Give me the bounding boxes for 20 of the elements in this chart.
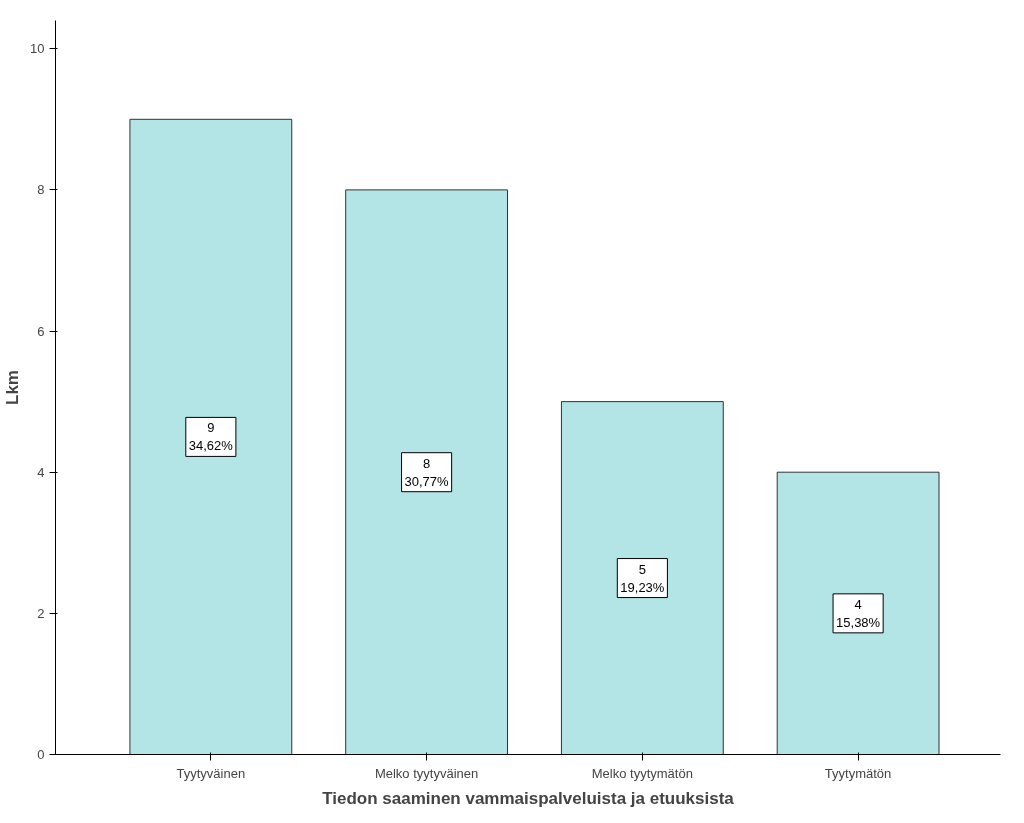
- y-tick-label: 10: [30, 41, 45, 57]
- x-tick-label: Tyytymätön: [824, 765, 892, 781]
- x-axis-title: Tiedon saaminen vammaispalveluista ja etuuksista: [322, 788, 735, 808]
- y-axis-title: Lkm: [3, 370, 23, 405]
- data-label: 8 30,77%: [404, 455, 450, 489]
- x-tick-label: Tyytyväinen: [176, 765, 246, 781]
- data-label: 4 15,38%: [836, 596, 881, 630]
- x-tick-label: Melko tyytyväinen: [374, 765, 479, 781]
- y-tick-label: 8: [37, 182, 45, 198]
- y-tick-label: 0: [37, 747, 45, 762]
- x-tick-label: Melko tyytymätön: [591, 765, 693, 781]
- data-label: 9 34,62%: [188, 420, 234, 454]
- bar: [345, 189, 508, 755]
- data-label: 5 19,23%: [620, 561, 665, 595]
- y-tick-label: 4: [37, 464, 45, 480]
- y-tick-label: 6: [37, 323, 45, 339]
- bar: [129, 118, 293, 755]
- bar: [560, 401, 724, 755]
- bar: [776, 471, 940, 755]
- y-tick-label: 2: [37, 605, 45, 621]
